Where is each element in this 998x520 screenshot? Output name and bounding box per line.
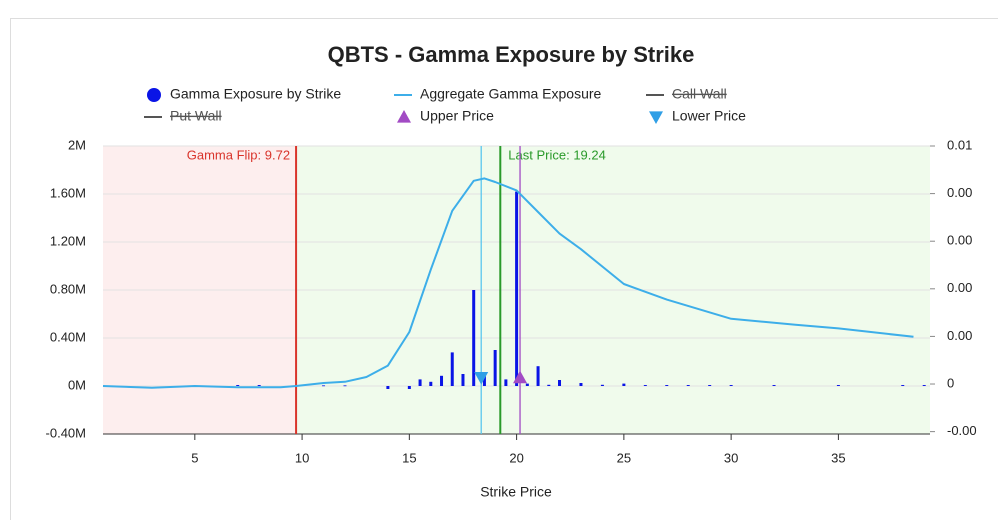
legend-item: Put Wall bbox=[144, 108, 222, 124]
bar bbox=[536, 366, 540, 386]
bar bbox=[686, 385, 690, 386]
vline-label: Gamma Flip: 9.72 bbox=[187, 147, 290, 162]
bar bbox=[386, 386, 390, 389]
vline-label: Last Price: 19.24 bbox=[508, 147, 606, 162]
legend-label: Upper Price bbox=[420, 108, 494, 124]
aggregate-line bbox=[102, 177, 914, 389]
bar bbox=[515, 191, 519, 386]
bar bbox=[922, 385, 926, 386]
bar bbox=[322, 385, 326, 387]
bar bbox=[600, 384, 604, 386]
y2-tick-label: 0.01 bbox=[947, 137, 972, 152]
y-tick-label: 1.20M bbox=[50, 233, 86, 248]
bar bbox=[482, 375, 486, 386]
x-tick-label: 30 bbox=[724, 450, 738, 465]
y-tick-label: 0.80M bbox=[50, 281, 86, 296]
y2-tick-label: 0 bbox=[947, 375, 954, 390]
legend-symbol bbox=[397, 110, 411, 123]
chart-title: QBTS - Gamma Exposure by Strike bbox=[328, 42, 695, 67]
legend-label: Gamma Exposure by Strike bbox=[170, 86, 341, 102]
x-tick-label: 15 bbox=[402, 450, 416, 465]
bar bbox=[708, 385, 712, 386]
legend-label: Lower Price bbox=[672, 108, 746, 124]
y-tick-label: 1.60M bbox=[50, 185, 86, 200]
legend-item: Aggregate Gamma Exposure bbox=[394, 86, 602, 102]
x-tick-label: 20 bbox=[509, 450, 523, 465]
bar bbox=[558, 380, 562, 386]
x-tick-label: 35 bbox=[831, 450, 845, 465]
bar bbox=[622, 383, 626, 386]
bar bbox=[407, 386, 411, 389]
x-tick-label: 5 bbox=[191, 450, 198, 465]
bar bbox=[729, 385, 733, 386]
y-tick-label: 2M bbox=[68, 137, 86, 152]
bar bbox=[257, 385, 261, 386]
legend-label: Call Wall bbox=[672, 86, 727, 102]
bar bbox=[547, 384, 551, 386]
legend-item: Call Wall bbox=[646, 86, 727, 102]
bar bbox=[429, 381, 433, 386]
price-marker bbox=[513, 370, 528, 384]
x-tick-label: 25 bbox=[617, 450, 631, 465]
bar bbox=[440, 375, 444, 386]
legend-symbol bbox=[147, 88, 161, 102]
x-axis-label: Strike Price bbox=[480, 484, 552, 500]
bar bbox=[504, 379, 508, 386]
y2-tick-label: -0.00 bbox=[947, 423, 977, 438]
bar bbox=[236, 385, 240, 386]
y2-tick-label: 0.00 bbox=[947, 233, 972, 248]
bar bbox=[836, 385, 840, 386]
y2-tick-label: 0.00 bbox=[947, 328, 972, 343]
bar bbox=[579, 383, 583, 386]
legend-label: Put Wall bbox=[170, 108, 222, 124]
x-tick-label: 10 bbox=[295, 450, 309, 465]
y-tick-label: 0M bbox=[68, 377, 86, 392]
y2-tick-label: 0.00 bbox=[947, 185, 972, 200]
legend-item: Gamma Exposure by Strike bbox=[147, 86, 341, 102]
bar bbox=[772, 385, 776, 386]
bar bbox=[461, 374, 465, 386]
bar bbox=[643, 385, 647, 386]
legend-item: Upper Price bbox=[397, 108, 494, 124]
legend-item: Lower Price bbox=[649, 108, 746, 124]
bar bbox=[665, 385, 669, 386]
bar bbox=[901, 385, 905, 386]
y-tick-label: -0.40M bbox=[46, 425, 86, 440]
bar bbox=[472, 290, 476, 386]
bar bbox=[450, 352, 454, 386]
price-marker bbox=[474, 372, 489, 385]
y2-tick-label: 0.00 bbox=[947, 280, 972, 295]
legend-label: Aggregate Gamma Exposure bbox=[420, 86, 602, 102]
y-tick-label: 0.40M bbox=[50, 329, 86, 344]
bar bbox=[493, 350, 497, 386]
bar bbox=[418, 379, 422, 386]
legend-symbol bbox=[649, 111, 663, 124]
bar bbox=[525, 383, 529, 386]
bar bbox=[343, 385, 347, 387]
